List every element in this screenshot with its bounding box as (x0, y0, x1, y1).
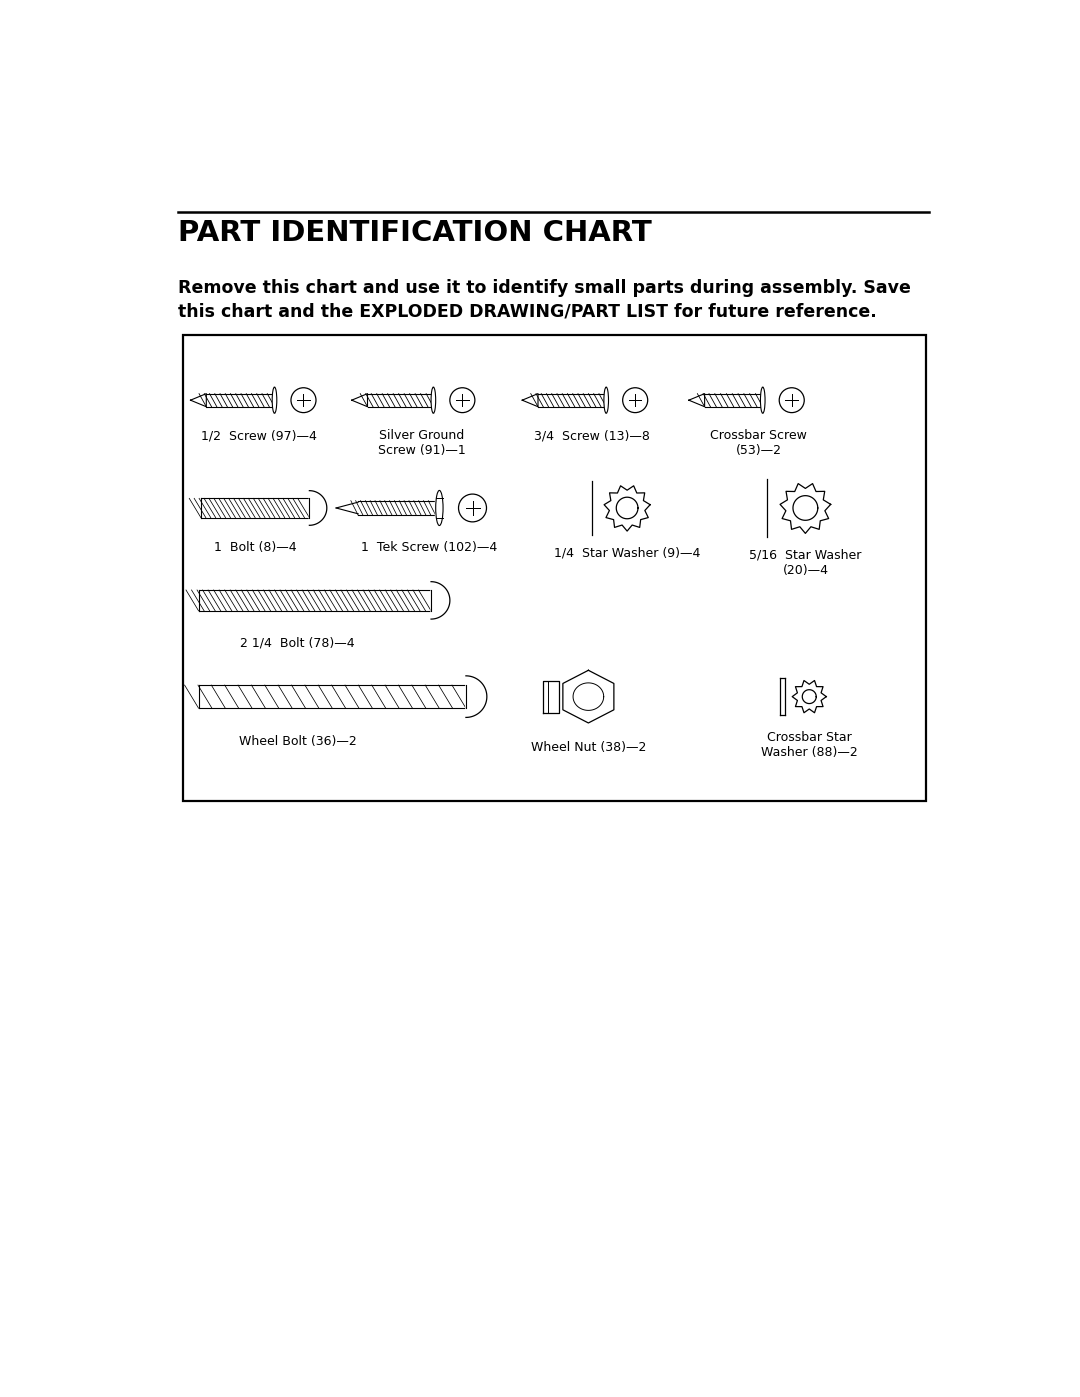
Polygon shape (352, 394, 367, 407)
Polygon shape (336, 502, 359, 514)
Text: 2 1/4  Bolt (78)—4: 2 1/4 Bolt (78)—4 (241, 637, 355, 650)
Text: Remove this chart and use it to identify small parts during assembly. Save
this : Remove this chart and use it to identify… (177, 278, 910, 320)
Polygon shape (780, 483, 831, 534)
Circle shape (779, 388, 805, 412)
Polygon shape (309, 490, 327, 525)
Polygon shape (793, 680, 826, 712)
Polygon shape (538, 394, 606, 407)
Ellipse shape (272, 387, 276, 414)
Text: 1/4  Star Washer (9)—4: 1/4 Star Washer (9)—4 (554, 546, 700, 559)
Ellipse shape (431, 387, 435, 414)
Polygon shape (359, 500, 435, 515)
Ellipse shape (760, 387, 765, 414)
Polygon shape (704, 394, 762, 407)
Polygon shape (543, 680, 559, 712)
Polygon shape (199, 685, 465, 708)
Polygon shape (563, 671, 613, 724)
Polygon shape (465, 676, 487, 718)
Text: 1  Bolt (8)—4: 1 Bolt (8)—4 (214, 541, 296, 555)
Text: PART IDENTIFICATION CHART: PART IDENTIFICATION CHART (177, 219, 651, 247)
Ellipse shape (604, 387, 608, 414)
Polygon shape (367, 394, 433, 407)
Ellipse shape (435, 490, 443, 525)
Text: Crossbar Star
Washer (88)—2: Crossbar Star Washer (88)—2 (761, 731, 858, 760)
Text: Silver Ground
Screw (91)—1: Silver Ground Screw (91)—1 (378, 429, 465, 457)
Text: Crossbar Screw
(53)—2: Crossbar Screw (53)—2 (711, 429, 808, 457)
Polygon shape (206, 394, 274, 407)
Polygon shape (190, 394, 206, 407)
Text: 1  Tek Screw (102)—4: 1 Tek Screw (102)—4 (362, 541, 498, 555)
Circle shape (623, 388, 648, 412)
Polygon shape (689, 394, 704, 407)
Text: 3/4  Screw (13)—8: 3/4 Screw (13)—8 (535, 429, 650, 443)
Bar (183, 335, 926, 800)
Circle shape (459, 495, 486, 522)
Polygon shape (523, 394, 538, 407)
Polygon shape (431, 581, 450, 619)
Polygon shape (435, 497, 443, 518)
Polygon shape (604, 486, 650, 531)
Text: 1/2  Screw (97)—4: 1/2 Screw (97)—4 (201, 429, 316, 443)
Text: 5/16  Star Washer
(20)—4: 5/16 Star Washer (20)—4 (750, 549, 862, 577)
Circle shape (450, 388, 475, 412)
Circle shape (291, 388, 316, 412)
Text: Wheel Nut (38)—2: Wheel Nut (38)—2 (530, 740, 646, 753)
Text: Wheel Bolt (36)—2: Wheel Bolt (36)—2 (239, 735, 356, 749)
Polygon shape (199, 590, 431, 610)
Polygon shape (201, 499, 309, 518)
